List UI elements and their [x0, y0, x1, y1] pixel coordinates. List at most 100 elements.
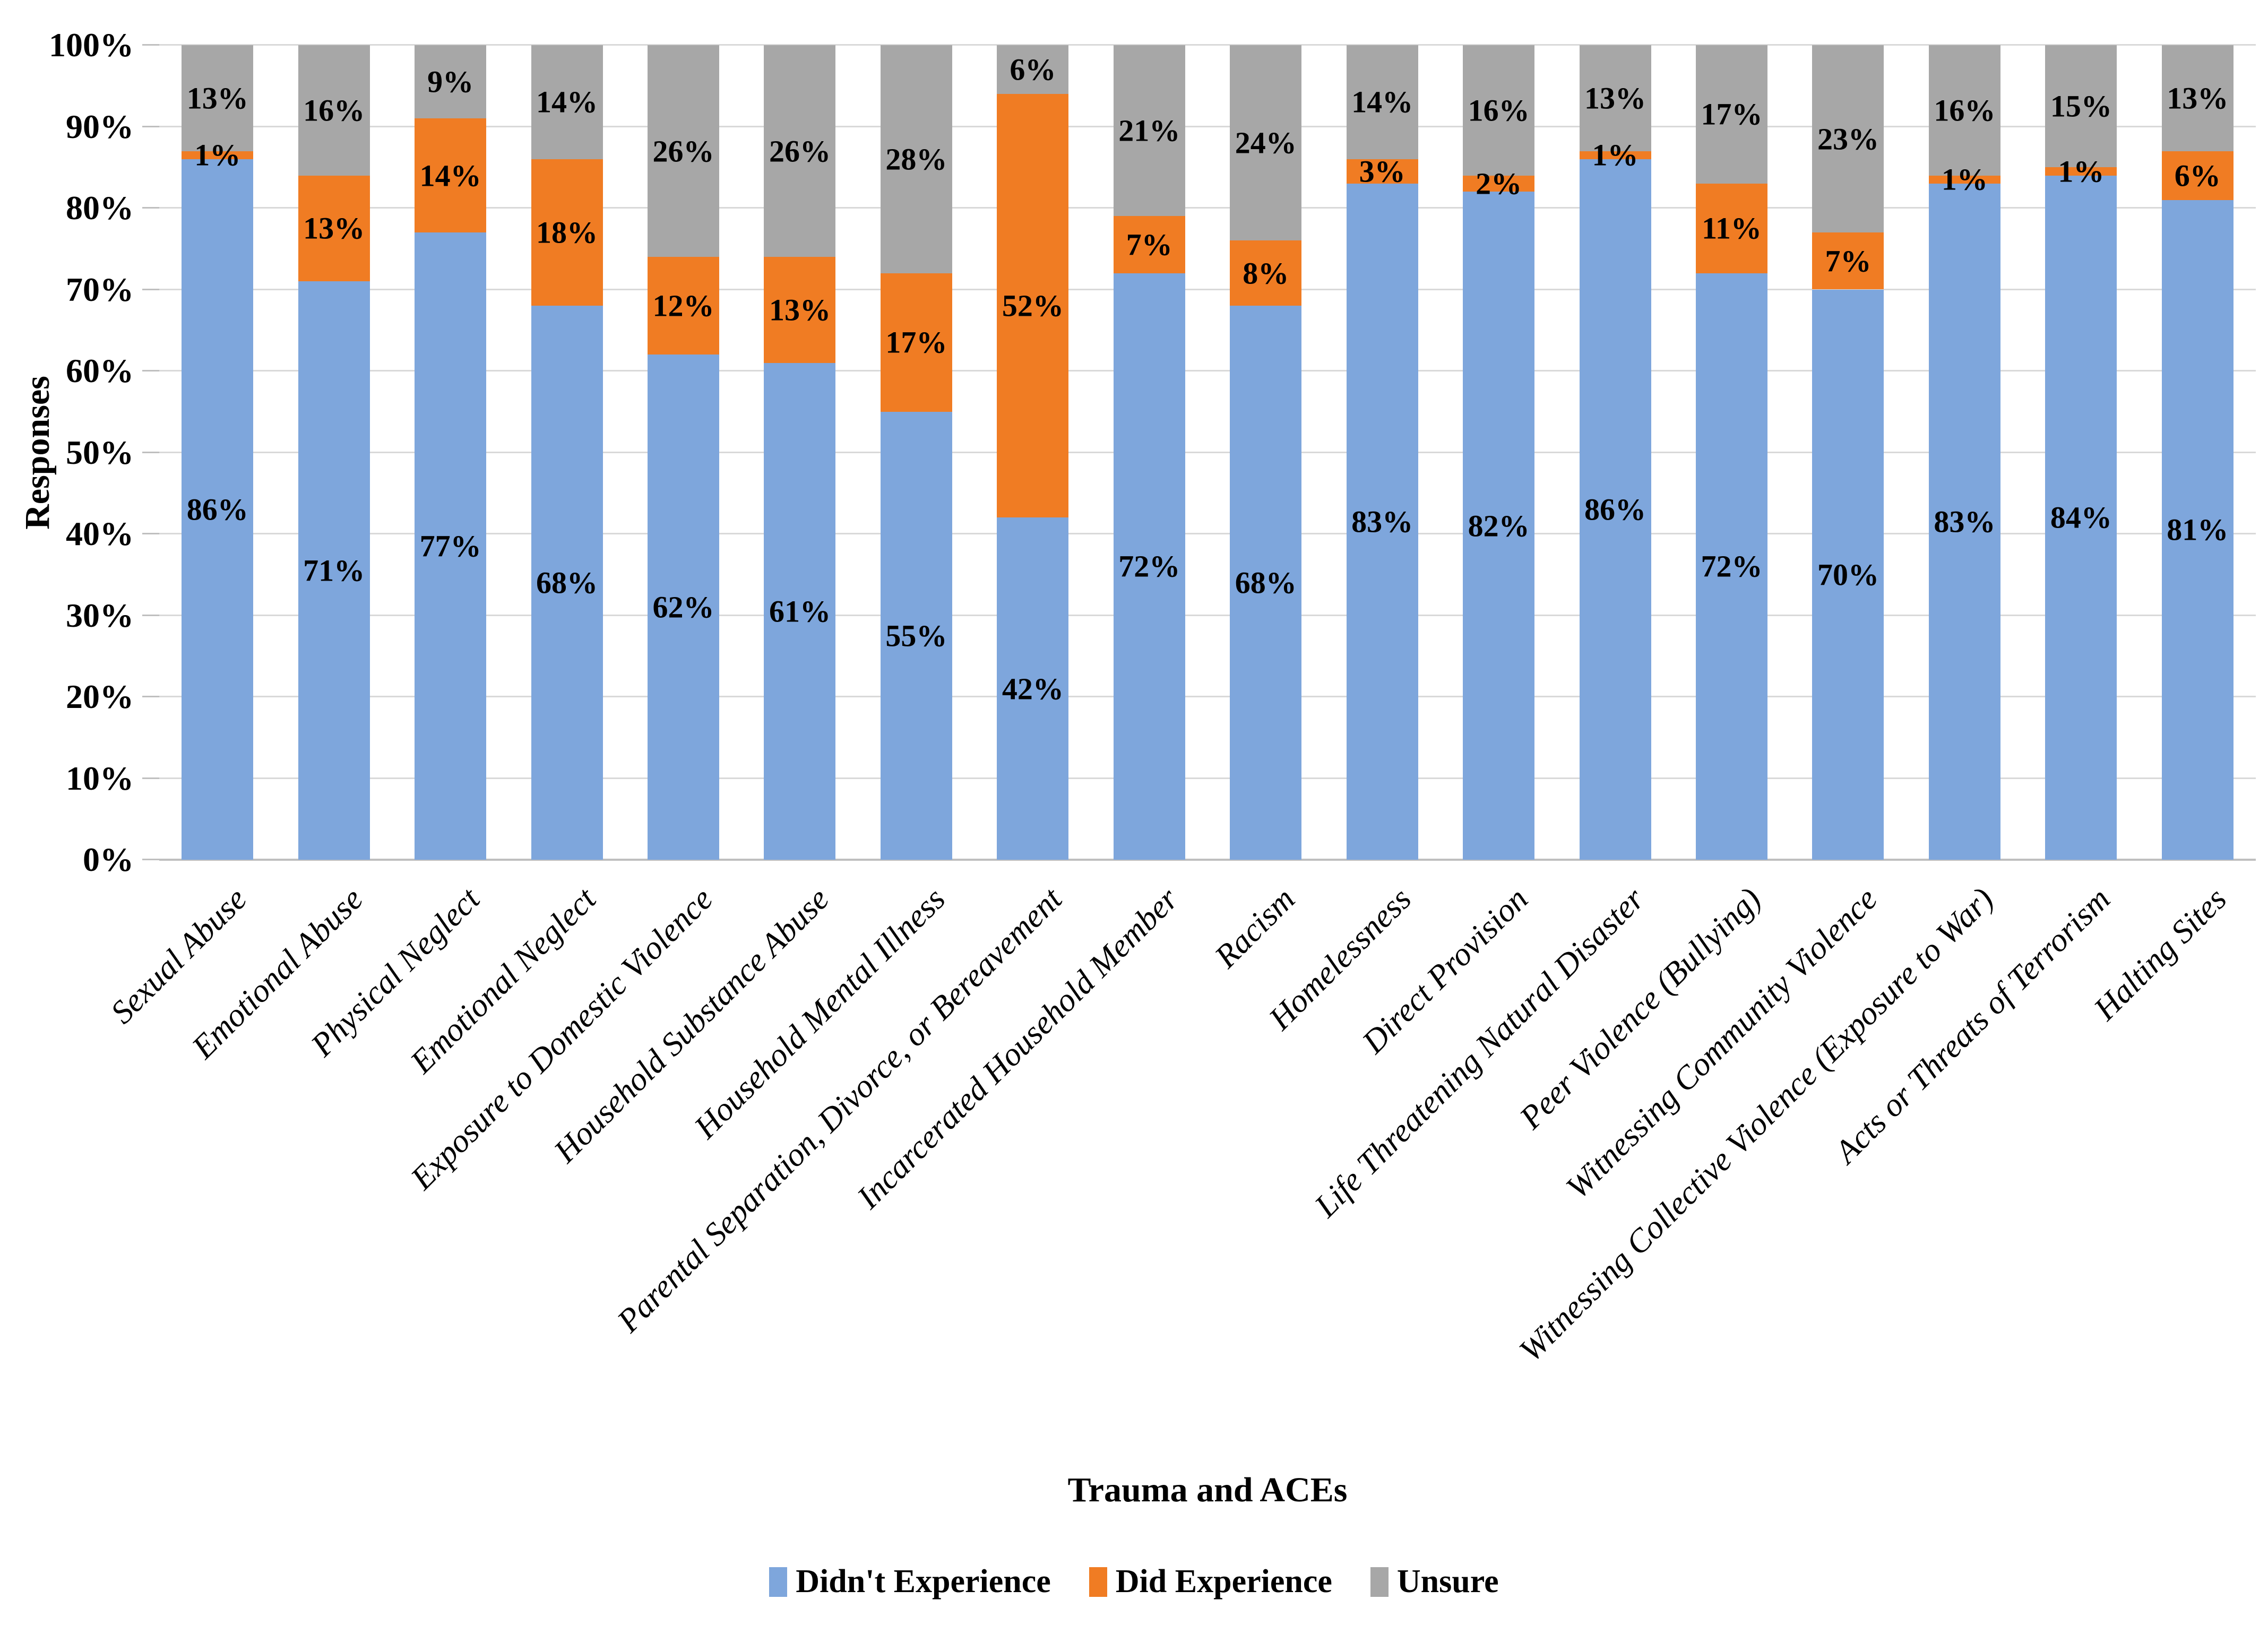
gridline	[159, 614, 2256, 616]
y-axis-tick	[142, 696, 159, 697]
gridline	[159, 370, 2256, 371]
legend-marker	[1370, 1567, 1389, 1597]
y-axis-tick-label: 10%	[66, 759, 134, 797]
bar-segment	[1696, 273, 1767, 860]
bar-segment	[531, 306, 603, 860]
bar-segment	[415, 232, 487, 860]
bar-value-label: 18%	[536, 215, 598, 250]
bar-segment	[1928, 45, 2000, 176]
bar-value-label: 14%	[1351, 84, 1413, 119]
bar-segment	[1113, 45, 1185, 217]
bar-segment	[1579, 151, 1651, 159]
bar-value-label: 14%	[536, 84, 598, 119]
y-axis-tick-label: 50%	[66, 433, 134, 471]
bar-value-label: 24%	[1235, 125, 1297, 160]
bar-segment	[648, 257, 719, 355]
bar-segment	[997, 45, 1069, 94]
bar-segment	[1579, 159, 1651, 860]
bar-segment	[1113, 216, 1185, 273]
bar-value-label: 13%	[1584, 81, 1646, 116]
bar-value-label: 9%	[427, 64, 474, 99]
bar-segment	[1346, 45, 1418, 159]
x-axis-title: Trauma and ACEs	[1067, 1471, 1348, 1509]
bar-value-label: 28%	[885, 142, 947, 177]
bar-value-label: 52%	[1002, 288, 1064, 323]
bar-value-label: 7%	[1126, 227, 1172, 262]
bar-value-label: 23%	[1817, 122, 1879, 157]
bar-value-label: 86%	[1584, 492, 1646, 527]
bar-value-label: 11%	[1702, 211, 1762, 246]
bar-value-label: 83%	[1934, 504, 1996, 539]
y-axis-tick	[142, 533, 159, 534]
bar-segment	[182, 45, 254, 151]
legend-item: Unsure	[1370, 1563, 1499, 1601]
bar-value-label: 72%	[1701, 549, 1763, 584]
legend-item-label: Unsure	[1396, 1563, 1499, 1600]
bar-value-label: 6%	[2174, 158, 2221, 193]
gridline	[159, 288, 2256, 290]
legend-item: Did Experience	[1089, 1563, 1332, 1601]
gridline	[159, 44, 2256, 46]
bar-value-label: 86%	[186, 492, 248, 527]
bar-value-label: 55%	[885, 618, 947, 653]
y-axis-tick	[142, 207, 159, 209]
y-axis-tick-label: 80%	[66, 189, 134, 227]
bar-segment	[764, 257, 836, 363]
y-axis-tick	[142, 614, 159, 616]
legend-marker	[1089, 1567, 1107, 1597]
bar-segment	[1812, 45, 1884, 233]
bar-value-label: 6%	[1010, 52, 1056, 87]
bar-value-label: 77%	[419, 529, 481, 564]
legend-item: Didn't Experience	[769, 1563, 1051, 1601]
y-axis-tick	[142, 777, 159, 779]
y-axis-tick-label: 30%	[66, 596, 134, 634]
bar-segment	[1928, 183, 2000, 860]
bar-segment	[1230, 306, 1302, 860]
bar-segment	[997, 94, 1069, 518]
y-axis-tick	[142, 44, 159, 46]
bar-segment	[531, 159, 603, 306]
bar-value-label: 16%	[1934, 93, 1996, 128]
bar-value-label: 14%	[419, 158, 481, 193]
gridline	[159, 207, 2256, 209]
bar-segment	[415, 45, 487, 119]
bar-segment	[298, 175, 370, 282]
bar-segment	[1463, 192, 1535, 860]
bar-segment	[1346, 159, 1418, 184]
bar-value-label: 21%	[1118, 113, 1180, 148]
bar-value-label: 16%	[1468, 93, 1530, 128]
legend-marker	[769, 1567, 788, 1597]
bar-value-label: 1%	[1592, 137, 1639, 172]
bar-segment	[2161, 45, 2233, 151]
bar-value-label: 62%	[652, 590, 714, 625]
y-axis-tick	[142, 370, 159, 371]
bar-value-label: 68%	[536, 565, 598, 600]
y-axis-tick-label: 100%	[49, 26, 134, 64]
bar-segment	[880, 411, 952, 860]
gridline	[159, 696, 2256, 697]
bar-segment	[1928, 175, 2000, 184]
bar-segment	[997, 517, 1069, 860]
bar-segment	[182, 159, 254, 860]
gridline	[159, 451, 2256, 453]
bar-value-label: 61%	[769, 594, 831, 629]
gridline	[159, 125, 2256, 127]
bar-value-label: 68%	[1235, 565, 1297, 600]
bar-value-label: 26%	[652, 134, 714, 169]
bar-segment	[764, 45, 836, 257]
bar-segment	[1696, 45, 1767, 184]
bar-value-label: 12%	[652, 288, 714, 323]
bar-value-label: 2%	[1476, 166, 1522, 201]
bar-segment	[2161, 200, 2233, 860]
y-axis-tick-label: 90%	[66, 107, 134, 145]
bar-value-label: 81%	[2167, 512, 2229, 547]
bar-segment	[1230, 45, 1302, 241]
bar-value-label: 1%	[1941, 162, 1988, 197]
bar-segment	[2045, 45, 2117, 168]
bar-segment	[1696, 183, 1767, 273]
bar-value-label: 17%	[1701, 97, 1763, 132]
y-axis-tick-label: 70%	[66, 270, 134, 308]
bar-value-label: 71%	[303, 553, 365, 588]
y-axis-tick-label: 20%	[66, 678, 134, 715]
